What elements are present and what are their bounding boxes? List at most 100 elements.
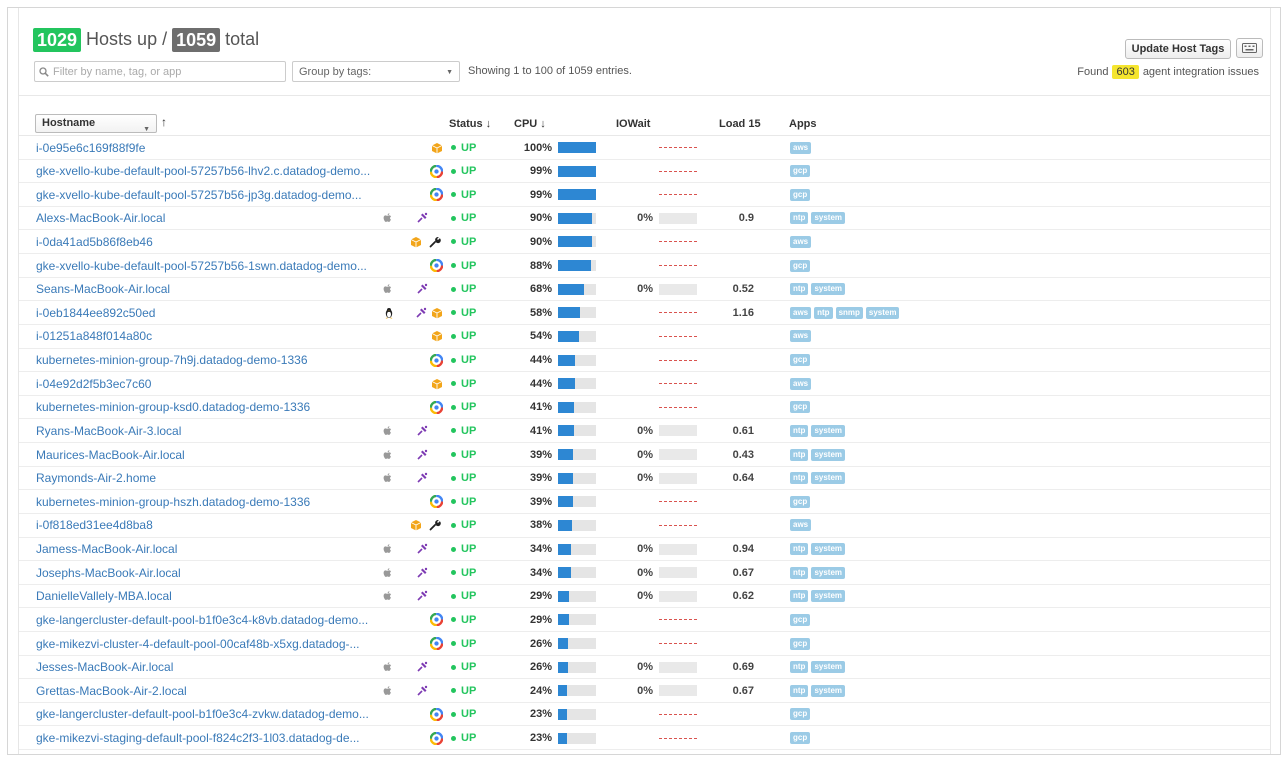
app-tag[interactable]: system <box>811 212 846 225</box>
app-tag[interactable]: gcp <box>790 637 811 650</box>
issues-count-badge[interactable]: 603 <box>1112 65 1139 79</box>
load15-header[interactable]: Load 15 <box>719 118 761 130</box>
table-row[interactable]: i-0da41ad5b86f8eb46 UP 90% aws <box>19 230 1270 255</box>
app-tag[interactable]: ntp <box>790 684 809 697</box>
app-tag[interactable]: aws <box>790 306 812 319</box>
app-tag[interactable]: gcp <box>790 732 811 744</box>
app-tag[interactable]: snmp <box>835 306 863 319</box>
table-row[interactable]: gke-mikezvi-cluster-4-default-pool-00caf… <box>19 632 1270 656</box>
hostname-link[interactable]: Maurices-MacBook-Air.local <box>36 447 185 462</box>
table-row[interactable]: Raymonds-Air-2.home UP 39% 0% 0.64 ntp system <box>19 467 1270 491</box>
table-row[interactable]: gke-xvello-kube-default-pool-57257b56-1s… <box>19 254 1270 278</box>
app-tag[interactable]: system <box>811 566 846 579</box>
app-tag[interactable]: aws <box>790 377 812 390</box>
table-row[interactable]: Josephs-MacBook-Air.local UP 34% 0% 0.67 ntp s… <box>19 561 1270 585</box>
cpu-header[interactable]: CPU ↓ <box>514 118 546 130</box>
app-tag[interactable]: ntp <box>790 661 809 674</box>
app-tag[interactable]: ntp <box>790 448 809 461</box>
table-row[interactable]: i-0eb1844ee892c50ed UP 58% 1.16 aws ntp snmp sy… <box>19 301 1270 325</box>
app-tag[interactable]: ntp <box>790 283 809 296</box>
app-tag[interactable]: ntp <box>790 566 809 579</box>
table-row[interactable]: Grettas-MacBook-Air-2.local UP 24% 0% 0.67 nt… <box>19 679 1270 703</box>
app-tag[interactable]: system <box>811 661 846 674</box>
hostname-link[interactable]: Alexs-MacBook-Air.local <box>36 211 166 226</box>
table-row[interactable]: i-04e92d2f5b3ec7c60 UP 44% aws <box>19 372 1270 396</box>
table-row[interactable]: i-01251a848f014a80c UP 54% aws <box>19 325 1270 349</box>
app-tag[interactable]: gcp <box>790 708 811 721</box>
app-tag[interactable]: gcp <box>790 165 811 178</box>
hostname-link[interactable]: gke-xvello-kube-default-pool-57257b56-jp… <box>36 187 362 202</box>
hostname-column-select[interactable]: Hostname ▼ <box>35 114 157 133</box>
sort-asc-icon[interactable]: ↑ <box>161 115 167 129</box>
hostname-link[interactable]: Jamess-MacBook-Air.local <box>36 542 178 557</box>
hostname-link[interactable]: i-0eb1844ee892c50ed <box>36 305 156 320</box>
app-tag[interactable]: gcp <box>790 495 811 508</box>
hostname-link[interactable]: kubernetes-minion-group-hszh.datadog-dem… <box>36 494 311 509</box>
hostname-link[interactable]: Raymonds-Air-2.home <box>36 471 157 486</box>
table-row[interactable]: gke-xvello-kube-default-pool-57257b56-jp… <box>19 183 1270 207</box>
app-tag[interactable]: gcp <box>790 354 811 367</box>
app-tag[interactable]: system <box>811 684 846 697</box>
hostname-link[interactable]: Seans-MacBook-Air.local <box>36 282 171 297</box>
app-tag[interactable]: system <box>865 306 900 319</box>
hostname-link[interactable]: Jesses-MacBook-Air.local <box>36 660 174 675</box>
app-tag[interactable]: system <box>811 448 846 461</box>
app-tag[interactable]: system <box>811 590 846 603</box>
hostname-link[interactable]: i-0e95e6c169f88f9fe <box>36 140 146 155</box>
hostname-link[interactable]: kubernetes-minion-group-ksd0.datadog-dem… <box>36 400 311 415</box>
table-row[interactable]: Jamess-MacBook-Air.local UP 34% 0% 0.94 ntp sy… <box>19 538 1270 562</box>
app-tag[interactable]: gcp <box>790 613 811 626</box>
hostname-link[interactable]: i-04e92d2f5b3ec7c60 <box>36 376 152 391</box>
hostname-link[interactable]: DanielleVallely-MBA.local <box>36 589 172 604</box>
table-row[interactable]: gke-langercluster-default-pool-b1f0e3c4-… <box>19 703 1270 727</box>
table-row[interactable]: Ryans-MacBook-Air-3.local UP 41% 0% 0.61 ntp s… <box>19 419 1270 444</box>
filter-box[interactable] <box>34 61 286 82</box>
table-row[interactable]: i-0e95e6c169f88f9fe UP 100% aws <box>19 136 1270 160</box>
table-row[interactable]: kubernetes-minion-group-7h9j.datadog-dem… <box>19 349 1270 373</box>
table-row[interactable]: gke-langercluster-default-pool-b1f0e3c4-… <box>19 608 1270 632</box>
table-row[interactable]: Seans-MacBook-Air.local UP 68% 0% 0.52 ntp sys… <box>19 278 1270 302</box>
app-tag[interactable]: aws <box>790 519 812 532</box>
hostname-link[interactable]: i-01251a848f014a80c <box>36 329 153 344</box>
hostname-link[interactable]: kubernetes-minion-group-7h9j.datadog-dem… <box>36 353 308 368</box>
app-tag[interactable]: gcp <box>790 401 811 414</box>
app-tag[interactable]: ntp <box>790 543 809 556</box>
app-tag[interactable]: gcp <box>790 259 811 272</box>
table-row[interactable]: i-0f818ed31ee4d8ba8 UP 38% aws <box>19 514 1270 538</box>
hostname-link[interactable]: Grettas-MacBook-Air-2.local <box>36 683 187 698</box>
app-tag[interactable]: ntp <box>790 424 809 437</box>
hostname-link[interactable]: gke-langercluster-default-pool-b1f0e3c4-… <box>36 612 369 627</box>
hostname-link[interactable]: Ryans-MacBook-Air-3.local <box>36 423 182 438</box>
table-row[interactable]: kubernetes-minion-group-hszh.datadog-dem… <box>19 490 1270 514</box>
app-tag[interactable]: system <box>811 543 846 556</box>
hostname-link[interactable]: gke-langercluster-default-pool-b1f0e3c4-… <box>36 707 369 722</box>
table-row[interactable]: Maurices-MacBook-Air.local UP 39% 0% 0.43 ntp… <box>19 443 1270 467</box>
app-tag[interactable]: gcp <box>790 188 811 201</box>
status-header[interactable]: Status ↓ <box>449 118 492 130</box>
hostname-link[interactable]: gke-mikezvi-cluster-4-default-pool-00caf… <box>36 636 360 651</box>
app-tag[interactable]: system <box>811 472 846 485</box>
app-tag[interactable]: aws <box>790 235 812 248</box>
hostname-link[interactable]: gke-mikezvi-staging-default-pool-f824c2f… <box>36 731 360 745</box>
table-row[interactable]: gke-xvello-kube-default-pool-57257b56-lh… <box>19 160 1270 184</box>
app-tag[interactable]: aws <box>790 330 812 343</box>
app-tag[interactable]: ntp <box>790 590 809 603</box>
app-tag[interactable]: ntp <box>790 212 809 225</box>
table-row[interactable]: kubernetes-minion-group-ksd0.datadog-dem… <box>19 396 1270 420</box>
app-tag[interactable]: system <box>811 424 846 437</box>
hostname-link[interactable]: gke-xvello-kube-default-pool-57257b56-1s… <box>36 258 367 273</box>
hostname-link[interactable]: Josephs-MacBook-Air.local <box>36 565 181 580</box>
iowait-header[interactable]: IOWait <box>616 118 651 130</box>
table-row[interactable]: Alexs-MacBook-Air.local UP 90% 0% 0.9 ntp syst… <box>19 207 1270 231</box>
app-tag[interactable]: ntp <box>814 306 833 319</box>
table-row[interactable]: Jesses-MacBook-Air.local UP 26% 0% 0.69 ntp sy… <box>19 656 1270 680</box>
app-tag[interactable]: ntp <box>790 472 809 485</box>
table-row[interactable]: gke-mikezvi-staging-default-pool-f824c2f… <box>19 727 1270 751</box>
app-tag[interactable]: aws <box>790 141 812 154</box>
update-host-tags-button[interactable]: Update Host Tags <box>1125 39 1231 59</box>
hostname-link[interactable]: gke-xvello-kube-default-pool-57257b56-lh… <box>36 164 371 179</box>
hostname-link[interactable]: i-0f818ed31ee4d8ba8 <box>36 518 153 533</box>
app-tag[interactable]: system <box>811 283 846 296</box>
hostname-link[interactable]: i-0da41ad5b86f8eb46 <box>36 234 153 249</box>
table-row[interactable]: DanielleVallely-MBA.local UP 29% 0% 0.62 ntp s… <box>19 585 1270 609</box>
